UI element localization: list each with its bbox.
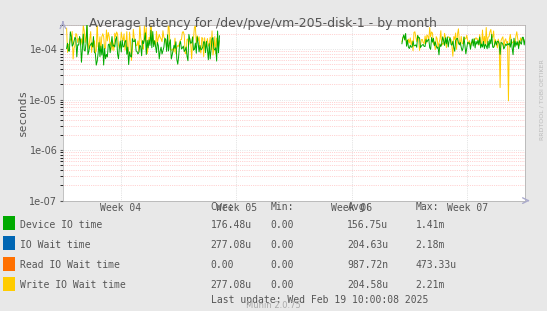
Text: Read IO Wait time: Read IO Wait time bbox=[20, 260, 120, 270]
Text: 2.21m: 2.21m bbox=[416, 280, 445, 290]
Text: Last update: Wed Feb 19 10:00:08 2025: Last update: Wed Feb 19 10:00:08 2025 bbox=[211, 295, 428, 305]
Text: Avg:: Avg: bbox=[347, 202, 371, 212]
Text: Munin 2.0.75: Munin 2.0.75 bbox=[246, 301, 301, 310]
Text: 987.72n: 987.72n bbox=[347, 260, 388, 270]
Text: 1.41m: 1.41m bbox=[416, 220, 445, 230]
Text: Max:: Max: bbox=[416, 202, 439, 212]
Text: 0.00: 0.00 bbox=[271, 260, 294, 270]
Text: 0.00: 0.00 bbox=[271, 240, 294, 250]
Y-axis label: seconds: seconds bbox=[18, 89, 28, 136]
Text: 156.75u: 156.75u bbox=[347, 220, 388, 230]
Text: 176.48u: 176.48u bbox=[211, 220, 252, 230]
Text: 277.08u: 277.08u bbox=[211, 240, 252, 250]
Text: 277.08u: 277.08u bbox=[211, 280, 252, 290]
Text: 204.63u: 204.63u bbox=[347, 240, 388, 250]
Text: IO Wait time: IO Wait time bbox=[20, 240, 91, 250]
Text: Cur:: Cur: bbox=[211, 202, 234, 212]
Text: Average latency for /dev/pve/vm-205-disk-1 - by month: Average latency for /dev/pve/vm-205-disk… bbox=[89, 17, 437, 30]
Text: RRDTOOL / TOBI OETIKER: RRDTOOL / TOBI OETIKER bbox=[539, 59, 544, 140]
Text: Min:: Min: bbox=[271, 202, 294, 212]
Text: 473.33u: 473.33u bbox=[416, 260, 457, 270]
Text: 0.00: 0.00 bbox=[271, 280, 294, 290]
Text: 2.18m: 2.18m bbox=[416, 240, 445, 250]
Text: Write IO Wait time: Write IO Wait time bbox=[20, 280, 126, 290]
Text: 204.58u: 204.58u bbox=[347, 280, 388, 290]
Text: 0.00: 0.00 bbox=[271, 220, 294, 230]
Text: 0.00: 0.00 bbox=[211, 260, 234, 270]
Text: Device IO time: Device IO time bbox=[20, 220, 102, 230]
